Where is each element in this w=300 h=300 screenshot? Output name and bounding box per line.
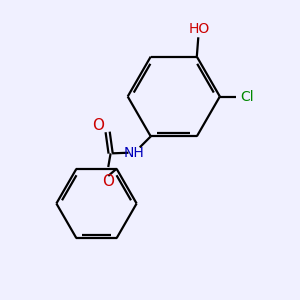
Text: NH: NH bbox=[124, 146, 145, 160]
Text: O: O bbox=[92, 118, 104, 134]
Text: Cl: Cl bbox=[241, 89, 254, 103]
Text: HO: HO bbox=[188, 22, 209, 36]
Text: O: O bbox=[102, 174, 114, 189]
